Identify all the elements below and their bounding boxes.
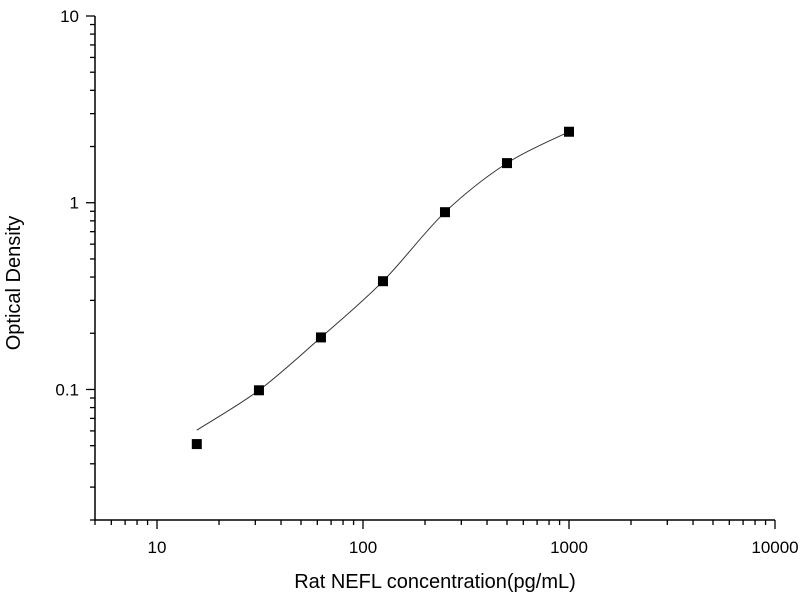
data-point	[377, 276, 388, 287]
data-point	[253, 385, 264, 396]
data-point	[315, 332, 326, 343]
y-tick-label: 10	[60, 7, 79, 26]
data-points	[191, 126, 575, 450]
y-tick-label: 0.1	[55, 380, 79, 399]
x-tick-label: 10000	[751, 538, 798, 557]
data-point	[564, 126, 575, 137]
x-tick-label: 1000	[550, 538, 588, 557]
y-axis-label: Optical Density	[3, 216, 25, 351]
x-axis-label: Rat NEFL concentration(pg/mL)	[294, 571, 576, 593]
x-tick-label: 100	[349, 538, 377, 557]
data-point	[501, 158, 512, 169]
axis-ticks	[86, 15, 776, 529]
y-tick-label: 1	[70, 194, 79, 213]
x-tick-label: 10	[148, 538, 167, 557]
data-point	[439, 207, 450, 218]
data-point	[191, 439, 202, 450]
